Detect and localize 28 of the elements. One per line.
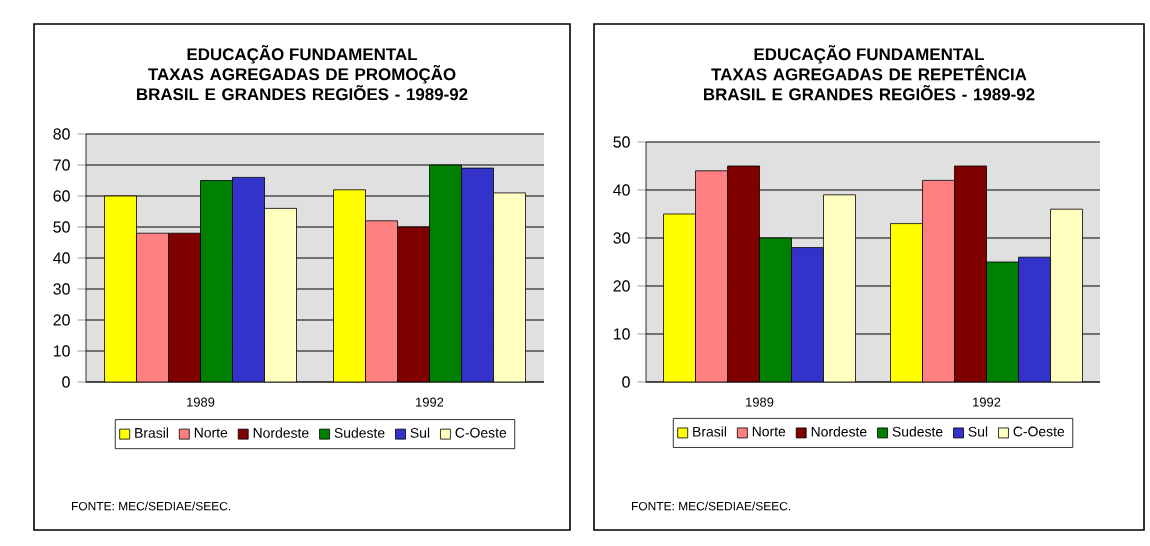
bar: [954, 165, 987, 382]
bar: [1050, 208, 1083, 382]
bar: [200, 180, 233, 382]
bar: [727, 165, 760, 382]
bar: [493, 192, 526, 382]
chart-subtitle: TAXAS AGREGADAS DE REPETÊNCIA BRASIL E GRANDES REGIÕES - 1989-92: [704, 65, 1035, 101]
bar: [397, 226, 430, 382]
bar: [168, 232, 201, 382]
bar: [365, 220, 398, 382]
bar: [759, 237, 792, 382]
bar: [890, 223, 923, 382]
bar: [264, 208, 297, 382]
bar: [333, 189, 366, 382]
bar: [663, 213, 696, 382]
bar: [136, 232, 169, 382]
chart-subtitle: TAXAS AGREGADAS DE PROMOÇÃO BRASIL E GRANDES REGIÕES - 1989-92: [137, 65, 468, 101]
bar: [1018, 256, 1051, 382]
bar: [232, 177, 265, 382]
bar: [104, 195, 137, 382]
chart-title: EDUCAÇÃO FUNDAMENTAL: [187, 45, 418, 64]
bar: [986, 261, 1019, 382]
bar: [922, 180, 955, 382]
bar: [461, 167, 494, 382]
bar: [823, 194, 856, 382]
bar: [429, 164, 462, 382]
bar: [695, 170, 728, 382]
chart-title: EDUCAÇÃO FUNDAMENTAL: [754, 45, 985, 64]
bar: [791, 247, 824, 382]
